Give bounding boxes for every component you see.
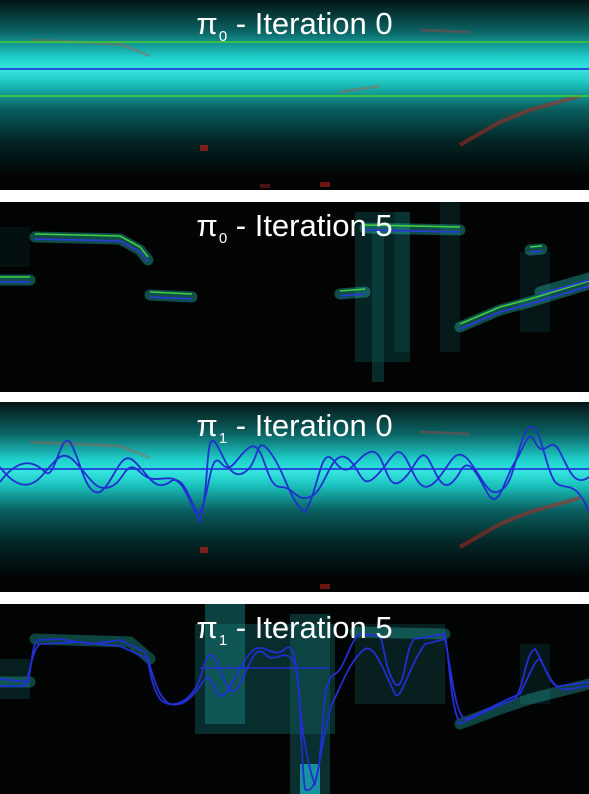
- spectrogram-pi0-iteration5: [0, 202, 589, 392]
- panel-title: π0 - Iteration 5: [196, 208, 393, 247]
- panel-title: π1 - Iteration 5: [196, 610, 393, 649]
- panel-title: π1 - Iteration 0: [196, 408, 393, 447]
- spectrogram-pi1-iteration5: [0, 604, 589, 794]
- panel-title: π0 - Iteration 0: [196, 6, 393, 45]
- panel-pi1-iteration0: π1 - Iteration 0: [0, 402, 589, 592]
- panel-pi1-iteration5: π1 - Iteration 5: [0, 604, 589, 794]
- panel-pi0-iteration0: π0 - Iteration 0: [0, 0, 589, 190]
- panel-pi0-iteration5: π0 - Iteration 5: [0, 202, 589, 392]
- spectrogram-pi1-iteration0: [0, 402, 589, 592]
- spectrogram-pi0-iteration0: [0, 0, 589, 190]
